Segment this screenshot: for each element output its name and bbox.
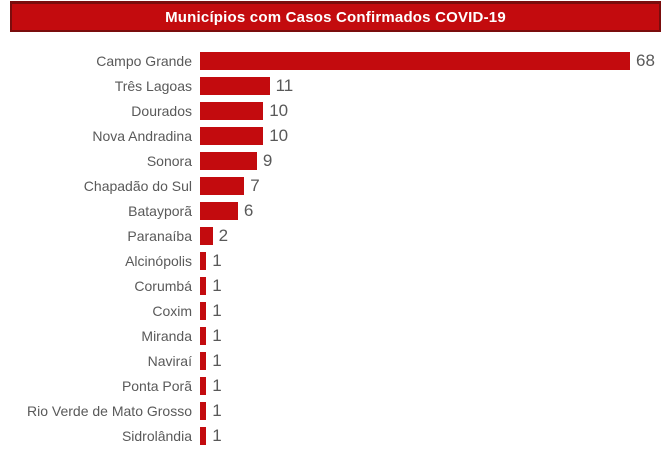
- chart-row: Sonora 9: [0, 148, 666, 173]
- category-label: Paranaíba: [127, 227, 192, 244]
- bar: [200, 51, 630, 70]
- category-label: Corumbá: [134, 277, 192, 294]
- bar: [200, 376, 207, 395]
- chart-title-banner: Municípios com Casos Confirmados COVID-1…: [10, 1, 661, 32]
- value-label: 1: [212, 400, 222, 420]
- category-label: Sidrolândia: [121, 427, 192, 444]
- bar: [200, 326, 207, 345]
- chart-row: Corumbá 1: [0, 273, 666, 298]
- bar: [200, 426, 207, 445]
- bar: [200, 351, 207, 370]
- value-label: 1: [212, 325, 222, 345]
- bar: [200, 401, 207, 420]
- value-label: 1: [212, 300, 222, 320]
- category-label: Naviraí: [147, 352, 192, 369]
- category-label: Dourados: [131, 102, 192, 119]
- bar: [200, 76, 270, 95]
- category-label: Coxim: [152, 302, 192, 319]
- value-label: 7: [250, 175, 260, 195]
- bar: [200, 176, 245, 195]
- category-label: Miranda: [141, 327, 192, 344]
- category-label: Rio Verde de Mato Grosso: [27, 402, 192, 419]
- value-label: 1: [212, 375, 222, 395]
- chart-row: Miranda 1: [0, 323, 666, 348]
- bar: [200, 276, 207, 295]
- value-label: 9: [262, 150, 273, 170]
- chart-row: Paranaíba 2: [0, 223, 666, 248]
- value-label: 6: [243, 200, 254, 220]
- chart-row: Coxim 1: [0, 298, 666, 323]
- value-label: 68: [636, 50, 655, 70]
- bar: [200, 226, 213, 245]
- value-label: 1: [212, 275, 222, 295]
- chart-row: Campo Grande 68: [0, 48, 666, 73]
- chart-row: Nova Andradina 10: [0, 123, 666, 148]
- bar: [200, 301, 207, 320]
- category-label: Alcinópolis: [125, 252, 192, 269]
- value-label: 1: [212, 250, 222, 270]
- bar: [200, 101, 264, 120]
- bar: [200, 126, 264, 145]
- bar: [200, 201, 238, 220]
- value-label: 1: [212, 425, 222, 445]
- chart-row: Dourados 10: [0, 98, 666, 123]
- chart-row: Três Lagoas 11: [0, 73, 666, 98]
- value-label: 2: [218, 225, 229, 245]
- chart-row: Chapadão do Sul 7: [0, 173, 666, 198]
- category-label: Chapadão do Sul: [83, 177, 192, 194]
- chart-row: Alcinópolis 1: [0, 248, 666, 273]
- category-label: Campo Grande: [96, 52, 192, 69]
- chart-title: Municípios com Casos Confirmados COVID-1…: [165, 8, 506, 26]
- value-label: 10: [269, 100, 289, 120]
- category-label: Nova Andradina: [92, 127, 192, 144]
- bar: [200, 251, 207, 270]
- category-label: Ponta Porã: [121, 377, 192, 394]
- category-label: Batayporã: [128, 202, 192, 219]
- value-label: 10: [269, 125, 289, 145]
- chart-row: Sidrolândia 1: [0, 423, 666, 448]
- chart-row: Rio Verde de Mato Grosso 1: [0, 398, 666, 423]
- category-label: Três Lagoas: [114, 77, 192, 94]
- chart-row: Ponta Porã 1: [0, 373, 666, 398]
- bar: [200, 151, 257, 170]
- category-label: Sonora: [146, 152, 192, 169]
- value-label: 1: [212, 350, 222, 370]
- chart-row: Batayporã 6: [0, 198, 666, 223]
- value-label: 11: [275, 75, 294, 95]
- bar-chart-plot-area: Campo Grande 68 Três Lagoas 11 Dourados …: [0, 48, 666, 448]
- chart-row: Naviraí 1: [0, 348, 666, 373]
